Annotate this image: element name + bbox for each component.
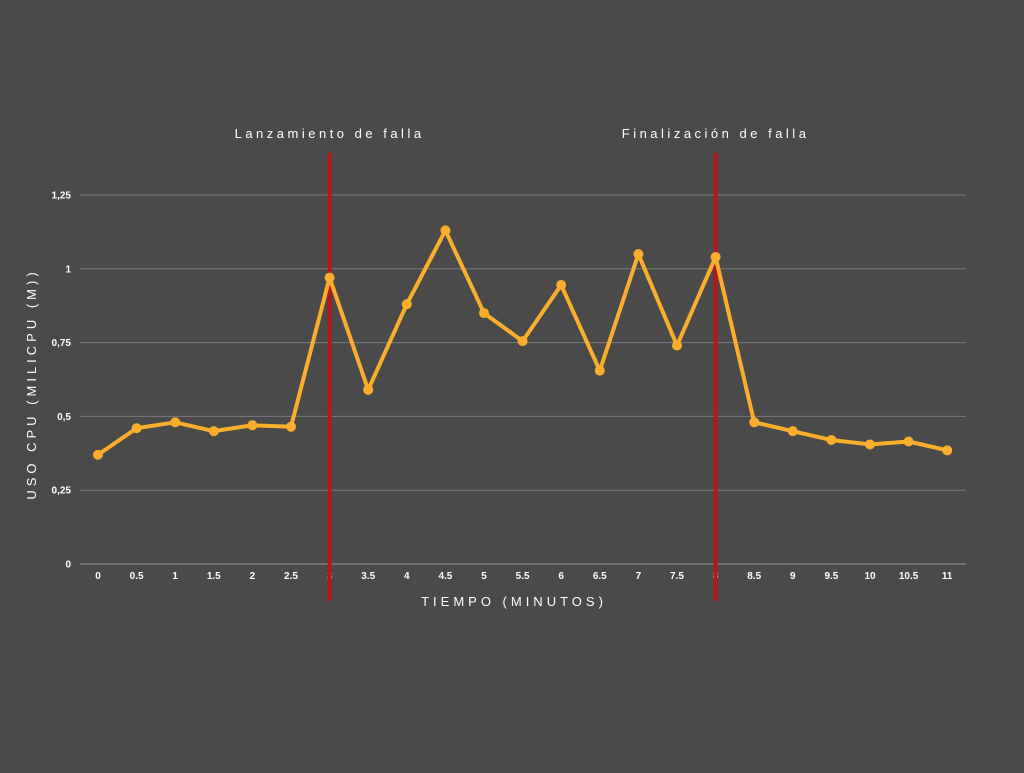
data-point	[556, 280, 567, 291]
y-axis-title: USO CPU (MILICPU (M))	[24, 268, 39, 499]
data-point	[865, 439, 875, 450]
x-tick-label: 7	[636, 571, 642, 582]
data-point	[208, 426, 219, 437]
y-tick-label: 1	[65, 264, 71, 275]
x-tick-label: 4.5	[438, 571, 452, 582]
x-tick-label: 1	[172, 571, 178, 582]
x-tick-label: 6.5	[593, 571, 607, 582]
annotations: Lanzamiento de falla Finalización de fall…	[235, 126, 810, 601]
y-tick-label: 0	[65, 560, 71, 571]
x-axis-title: TIEMPO (MINUTOS)	[421, 594, 607, 609]
data-point	[479, 308, 489, 319]
x-tick-label: 8.5	[747, 571, 761, 582]
x-tick-label: 2	[250, 571, 256, 582]
x-tick-label: 2.5	[284, 571, 298, 582]
data-point	[324, 272, 335, 283]
data-point	[440, 225, 451, 236]
x-tick-label: 9.5	[824, 571, 838, 582]
data-point	[826, 435, 837, 446]
x-tick-label: 3.5	[361, 571, 375, 582]
y-tick-label: 1,25	[52, 191, 72, 202]
data-point	[749, 417, 760, 428]
gridlines	[80, 194, 966, 565]
data-point	[787, 426, 798, 437]
y-tick-label: 0,75	[52, 338, 72, 349]
data-point	[942, 445, 953, 456]
data-point	[710, 251, 721, 262]
series	[93, 225, 953, 460]
axes: 00,250,50,7511,2500.511.522.533.544.555.…	[52, 191, 953, 583]
annotation-label: Finalización de falla	[622, 126, 810, 141]
data-point	[401, 299, 412, 310]
data-point	[363, 384, 374, 395]
x-tick-label: 5.5	[516, 571, 530, 582]
data-point	[903, 436, 914, 447]
data-point	[286, 421, 296, 432]
x-tick-label: 6	[558, 571, 564, 582]
x-tick-label: 10	[864, 571, 876, 582]
x-tick-label: 0.5	[130, 571, 144, 582]
data-point	[517, 336, 528, 347]
data-point	[672, 340, 682, 351]
data-point	[170, 417, 181, 428]
x-tick-label: 10.5	[899, 571, 919, 582]
data-point	[93, 449, 103, 460]
data-point	[247, 420, 258, 431]
x-tick-label: 1.5	[207, 571, 221, 582]
data-point	[633, 249, 644, 260]
annotation-label: Lanzamiento de falla	[235, 126, 425, 141]
x-tick-label: 4	[404, 571, 410, 582]
y-tick-label: 0,25	[52, 486, 72, 497]
x-tick-label: 9	[790, 571, 796, 582]
x-tick-label: 0	[95, 571, 101, 582]
x-tick-label: 7.5	[670, 571, 684, 582]
y-tick-label: 0,5	[57, 412, 71, 423]
x-tick-label: 5	[481, 571, 487, 582]
data-point	[131, 423, 142, 434]
x-tick-label: 11	[942, 571, 953, 582]
data-point	[594, 365, 605, 376]
